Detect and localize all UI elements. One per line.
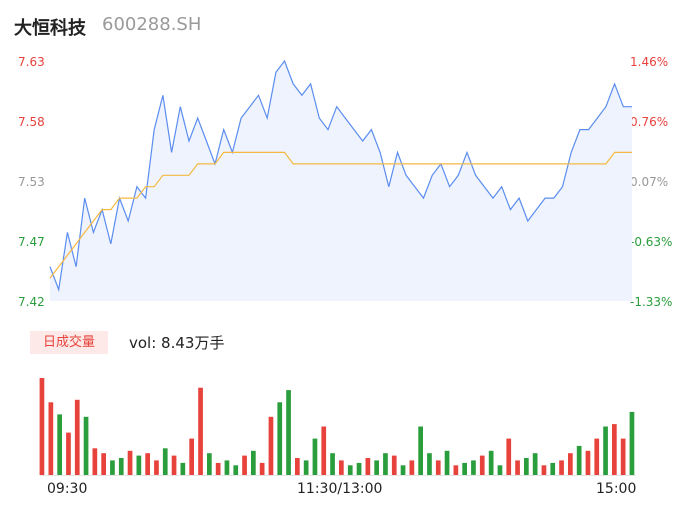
volume-bar	[233, 465, 239, 475]
volume-bar	[92, 448, 98, 475]
x-label-open: 09:30	[47, 481, 88, 497]
volume-bar	[110, 460, 115, 475]
y-label-right-0: 1.46%	[630, 55, 669, 69]
volume-bar	[242, 455, 247, 475]
volume-bar	[189, 438, 194, 475]
volume-bar	[180, 462, 186, 475]
volume-bar	[479, 455, 485, 475]
x-label-midday: 11:30/13:00	[297, 481, 383, 497]
volume-bar	[409, 460, 415, 475]
volume-badge[interactable]: 日成交量	[30, 331, 108, 354]
volume-bar	[198, 387, 203, 475]
price-area	[50, 61, 632, 301]
volume-bar	[541, 465, 547, 475]
volume-bar	[277, 402, 283, 476]
volume-bar	[83, 416, 89, 475]
volume-bar	[101, 453, 106, 475]
volume-bar	[400, 465, 406, 475]
volume-bar	[365, 458, 371, 475]
volume-bar	[154, 460, 159, 475]
volume-bar	[356, 462, 362, 475]
volume-bar	[74, 399, 80, 475]
y-label-left-3: 7.47	[18, 235, 45, 249]
volume-bar	[550, 462, 556, 475]
volume-bar	[57, 414, 62, 475]
volume-bar	[418, 426, 423, 475]
x-label-close: 15:00	[596, 481, 637, 497]
volume-bar	[515, 460, 520, 475]
volume-bar	[118, 458, 124, 475]
volume-bar	[286, 390, 291, 475]
volume-bar	[568, 453, 573, 475]
volume-bar	[453, 465, 459, 475]
volume-bar	[330, 453, 335, 475]
volume-bar	[339, 460, 344, 475]
volume-bar	[321, 426, 327, 475]
volume-bar	[506, 438, 512, 475]
volume-bar	[162, 448, 168, 475]
volume-bar	[576, 445, 582, 475]
y-label-right-4: -1.33%	[630, 295, 673, 309]
volume-bar	[136, 455, 142, 475]
volume-bar	[215, 462, 221, 475]
y-label-left-0: 7.63	[18, 55, 45, 69]
volume-bar	[145, 453, 150, 475]
y-label-left-2: 7.53	[18, 175, 45, 189]
volume-text: vol: 8.43万手	[129, 334, 225, 352]
volume-bar	[603, 426, 608, 475]
avg-price-line	[49, 151, 632, 279]
y-label-left-4: 7.42	[18, 295, 45, 309]
volume-bar	[251, 450, 256, 476]
volume-bar	[259, 462, 265, 475]
volume-bar	[524, 458, 529, 475]
volume-bar	[462, 462, 467, 475]
y-label-right-2: 0.07%	[630, 175, 669, 189]
volume-bar	[127, 450, 133, 476]
volume-bar	[497, 465, 503, 475]
volume-bar	[171, 455, 177, 475]
volume-bar	[427, 453, 432, 475]
volume-bar	[303, 460, 309, 475]
volume-bar	[471, 460, 476, 475]
volume-bar	[435, 460, 441, 475]
volume-bar	[207, 453, 212, 475]
y-label-right-1: 0.76%	[630, 115, 669, 129]
volume-bar	[374, 460, 379, 475]
volume-bar	[39, 378, 45, 475]
stock-name: 大恒科技	[14, 18, 86, 39]
volume-bar	[594, 438, 600, 475]
y-label-right-3: -0.63%	[630, 235, 673, 249]
volume-bar	[66, 432, 71, 475]
volume-bar	[488, 450, 494, 476]
volume-bar	[585, 450, 591, 476]
volume-bar	[629, 411, 635, 475]
volume-bar	[559, 460, 564, 475]
stock-code: 600288.SH	[102, 14, 202, 35]
volume-bar	[391, 455, 397, 475]
volume-bar	[347, 465, 353, 475]
volume-bar	[224, 460, 230, 475]
volume-bar	[620, 438, 626, 475]
volume-bar	[312, 438, 318, 475]
volume-bar	[383, 453, 388, 475]
y-label-left-1: 7.58	[18, 115, 45, 129]
volume-bar	[612, 424, 617, 475]
volume-bar	[532, 453, 538, 475]
volume-bar	[48, 402, 54, 476]
volume-bar	[295, 458, 300, 475]
volume-bar	[444, 450, 450, 476]
volume-bar	[268, 416, 274, 475]
